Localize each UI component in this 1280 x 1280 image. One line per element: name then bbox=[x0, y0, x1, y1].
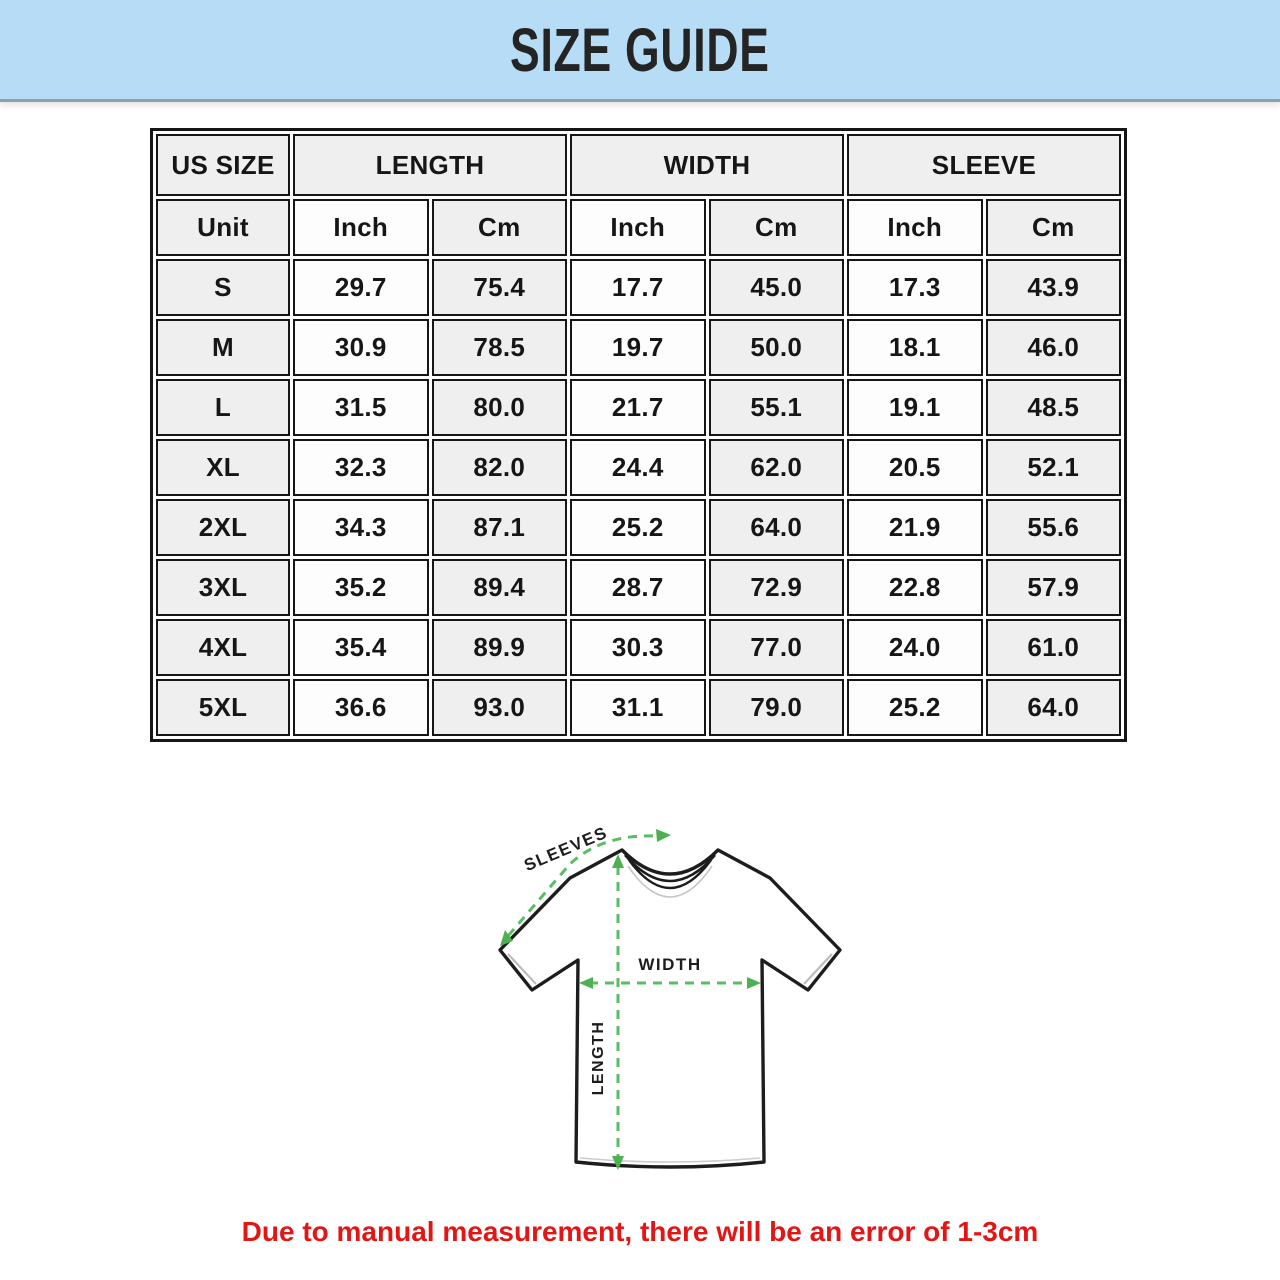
measurement-note: Due to manual measurement, there will be… bbox=[241, 1216, 1039, 1247]
width-arrowhead-icon bbox=[747, 977, 761, 989]
measurement-value: 31.1 bbox=[570, 679, 706, 736]
measurement-value: 75.4 bbox=[431, 259, 567, 316]
left-cuff-seam bbox=[507, 953, 537, 985]
measurement-value: 61.0 bbox=[985, 619, 1121, 676]
size-row-xl: XL 32.3 82.0 24.4 62.0 20.5 52.1 bbox=[156, 439, 1121, 496]
measurement-value: 24.4 bbox=[570, 439, 706, 496]
col-group-width: WIDTH bbox=[570, 134, 844, 196]
measurement-value: 24.0 bbox=[847, 619, 983, 676]
sleeves-arrowhead-icon bbox=[656, 829, 671, 842]
col-group-length: LENGTH bbox=[293, 134, 567, 196]
size-row-l: L 31.5 80.0 21.7 55.1 19.1 48.5 bbox=[156, 379, 1121, 436]
size-label: M bbox=[156, 319, 290, 376]
measurement-value: 50.0 bbox=[708, 319, 844, 376]
measurement-value: 80.0 bbox=[431, 379, 567, 436]
size-guide-banner: SIZE GUIDE bbox=[0, 0, 1280, 102]
tshirt-measurement-diagram: SLEEVES WIDTH LENGTH bbox=[452, 808, 872, 1228]
measurement-value: 19.1 bbox=[847, 379, 983, 436]
length-arrowhead-icon bbox=[612, 854, 624, 868]
tshirt-outline bbox=[498, 848, 842, 1169]
collar-shadow-line bbox=[627, 865, 713, 898]
unit-header-row: Unit Inch Cm Inch Cm Inch Cm bbox=[156, 199, 1121, 256]
size-row-m: M 30.9 78.5 19.7 50.0 18.1 46.0 bbox=[156, 319, 1121, 376]
measurement-value: 30.9 bbox=[293, 319, 429, 376]
measurement-value: 28.7 bbox=[570, 559, 706, 616]
measurement-value: 52.1 bbox=[985, 439, 1121, 496]
right-cuff-seam bbox=[803, 953, 833, 985]
sleeve-cm-header: Cm bbox=[985, 199, 1121, 256]
width-cm-header: Cm bbox=[708, 199, 844, 256]
measurement-value: 35.2 bbox=[293, 559, 429, 616]
size-row-4xl: 4XL 35.4 89.9 30.3 77.0 24.0 61.0 bbox=[156, 619, 1121, 676]
measurement-value: 89.4 bbox=[431, 559, 567, 616]
measurement-value: 82.0 bbox=[431, 439, 567, 496]
sleeve-inch-header: Inch bbox=[847, 199, 983, 256]
measurement-value: 21.9 bbox=[847, 499, 983, 556]
size-label: S bbox=[156, 259, 290, 316]
measurement-value: 62.0 bbox=[708, 439, 844, 496]
measurement-value: 31.5 bbox=[293, 379, 429, 436]
collar-ribbing-icon bbox=[628, 859, 712, 889]
measurement-value: 29.7 bbox=[293, 259, 429, 316]
size-table: US SIZE LENGTH WIDTH SLEEVE Unit Inch Cm… bbox=[150, 128, 1127, 742]
column-group-row: US SIZE LENGTH WIDTH SLEEVE bbox=[156, 134, 1121, 196]
measurement-value: 64.0 bbox=[985, 679, 1121, 736]
measurement-value: 20.5 bbox=[847, 439, 983, 496]
measurement-value: 55.6 bbox=[985, 499, 1121, 556]
measurement-value: 22.8 bbox=[847, 559, 983, 616]
size-label: XL bbox=[156, 439, 290, 496]
width-inch-header: Inch bbox=[570, 199, 706, 256]
size-label: 4XL bbox=[156, 619, 290, 676]
width-label: WIDTH bbox=[638, 955, 701, 974]
length-arrowhead-icon bbox=[612, 1156, 624, 1170]
measurement-value: 35.4 bbox=[293, 619, 429, 676]
measurement-value: 19.7 bbox=[570, 319, 706, 376]
measurement-value: 36.6 bbox=[293, 679, 429, 736]
size-label: L bbox=[156, 379, 290, 436]
measurement-value: 17.3 bbox=[847, 259, 983, 316]
size-row-3xl: 3XL 35.2 89.4 28.7 72.9 22.8 57.9 bbox=[156, 559, 1121, 616]
measurement-value: 17.7 bbox=[570, 259, 706, 316]
measurement-value: 72.9 bbox=[708, 559, 844, 616]
page-title: SIZE GUIDE bbox=[510, 15, 770, 84]
unit-header: Unit bbox=[156, 199, 290, 256]
sleeves-arrowhead-icon bbox=[500, 930, 513, 946]
measurement-value: 21.7 bbox=[570, 379, 706, 436]
size-label: 3XL bbox=[156, 559, 290, 616]
measurement-value: 46.0 bbox=[985, 319, 1121, 376]
measurement-value: 78.5 bbox=[431, 319, 567, 376]
measurement-value: 25.2 bbox=[847, 679, 983, 736]
length-inch-header: Inch bbox=[293, 199, 429, 256]
measurement-value: 45.0 bbox=[708, 259, 844, 316]
measurement-value: 34.3 bbox=[293, 499, 429, 556]
measurement-value: 93.0 bbox=[431, 679, 567, 736]
size-row-s: S 29.7 75.4 17.7 45.0 17.3 43.9 bbox=[156, 259, 1121, 316]
size-row-5xl: 5XL 36.6 93.0 31.1 79.0 25.2 64.0 bbox=[156, 679, 1121, 736]
measurement-value: 25.2 bbox=[570, 499, 706, 556]
length-cm-header: Cm bbox=[431, 199, 567, 256]
measurement-value: 79.0 bbox=[708, 679, 844, 736]
size-row-2xl: 2XL 34.3 87.1 25.2 64.0 21.9 55.6 bbox=[156, 499, 1121, 556]
measurement-value: 30.3 bbox=[570, 619, 706, 676]
measurement-value: 87.1 bbox=[431, 499, 567, 556]
measurement-value: 55.1 bbox=[708, 379, 844, 436]
measurement-value: 48.5 bbox=[985, 379, 1121, 436]
col-group-sleeve: SLEEVE bbox=[847, 134, 1121, 196]
tshirt-diagram-svg: SLEEVES WIDTH LENGTH bbox=[498, 823, 842, 1170]
size-label: 2XL bbox=[156, 499, 290, 556]
measurement-value: 64.0 bbox=[708, 499, 844, 556]
measurement-value: 77.0 bbox=[708, 619, 844, 676]
collar-ribbing-icon bbox=[624, 854, 716, 883]
length-label: LENGTH bbox=[590, 1021, 607, 1096]
measurement-value: 57.9 bbox=[985, 559, 1121, 616]
measurement-value: 32.3 bbox=[293, 439, 429, 496]
measurement-value: 18.1 bbox=[847, 319, 983, 376]
size-label: 5XL bbox=[156, 679, 290, 736]
measurement-value: 89.9 bbox=[431, 619, 567, 676]
measurement-value: 43.9 bbox=[985, 259, 1121, 316]
hem-seam bbox=[579, 1157, 761, 1163]
width-arrowhead-icon bbox=[579, 977, 593, 989]
col-group-us-size: US SIZE bbox=[156, 134, 290, 196]
